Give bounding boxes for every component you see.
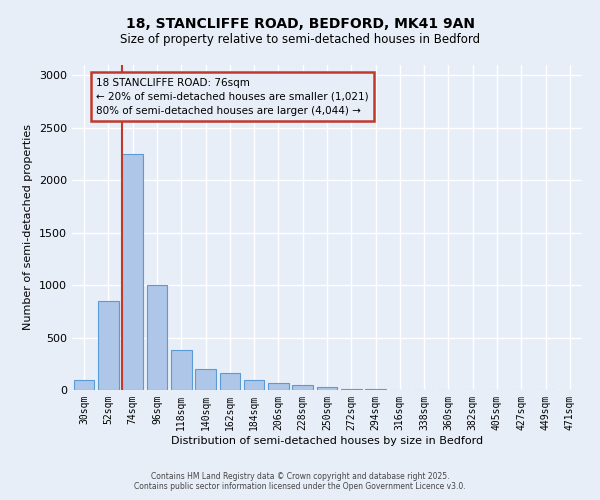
Bar bbox=[98, 301, 119, 390]
Text: Size of property relative to semi-detached houses in Bedford: Size of property relative to semi-detach… bbox=[120, 34, 480, 46]
X-axis label: Distribution of semi-detached houses by size in Bedford: Distribution of semi-detached houses by … bbox=[171, 436, 483, 446]
Bar bbox=[122, 154, 143, 390]
Bar bbox=[195, 369, 216, 390]
Bar bbox=[244, 380, 265, 390]
Text: Contains public sector information licensed under the Open Government Licence v3: Contains public sector information licen… bbox=[134, 482, 466, 491]
Bar bbox=[171, 350, 191, 390]
Text: 18, STANCLIFFE ROAD, BEDFORD, MK41 9AN: 18, STANCLIFFE ROAD, BEDFORD, MK41 9AN bbox=[125, 18, 475, 32]
Bar bbox=[341, 389, 362, 390]
Bar bbox=[220, 373, 240, 390]
Bar bbox=[292, 385, 313, 390]
Bar bbox=[146, 285, 167, 390]
Y-axis label: Number of semi-detached properties: Number of semi-detached properties bbox=[23, 124, 34, 330]
Bar bbox=[268, 383, 289, 390]
Bar bbox=[317, 387, 337, 390]
Text: 18 STANCLIFFE ROAD: 76sqm
← 20% of semi-detached houses are smaller (1,021)
80% : 18 STANCLIFFE ROAD: 76sqm ← 20% of semi-… bbox=[96, 78, 369, 116]
Text: Contains HM Land Registry data © Crown copyright and database right 2025.: Contains HM Land Registry data © Crown c… bbox=[151, 472, 449, 481]
Bar bbox=[74, 380, 94, 390]
